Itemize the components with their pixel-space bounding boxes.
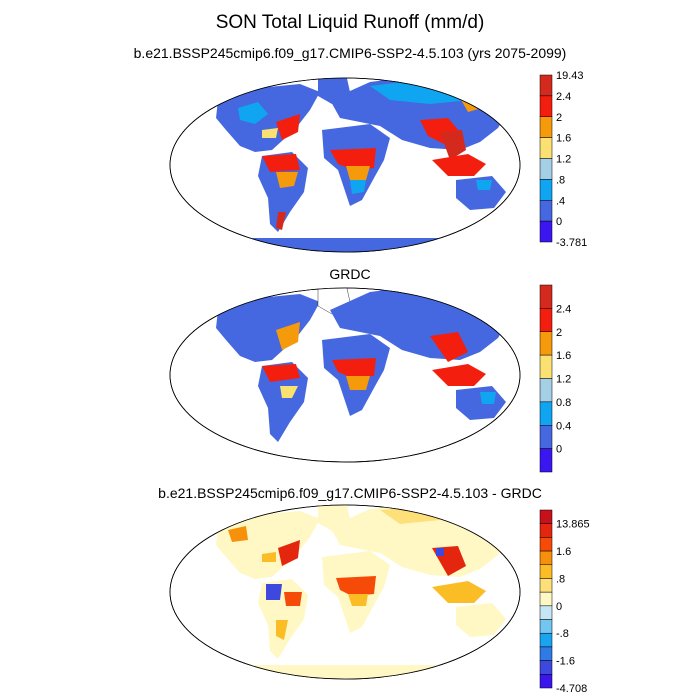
colorbar-swatch bbox=[539, 632, 553, 648]
panel-title-model: b.e21.BSSP245cmip6.f09_g17.CMIP6-SSP2-4.… bbox=[133, 45, 567, 61]
colorbar-obs: 2.4 2 1.6 1.2 0.8 0.4 0 bbox=[539, 284, 571, 473]
colorbar-swatch bbox=[539, 660, 553, 675]
panel-title-diff: b.e21.BSSP245cmip6.f09_g17.CMIP6-SSP2-4.… bbox=[158, 485, 542, 501]
colorbar-swatch bbox=[539, 308, 553, 332]
colorbar-swatch bbox=[539, 284, 553, 309]
colorbar-label: 2 bbox=[556, 112, 562, 124]
map-panel-model bbox=[169, 77, 521, 253]
map-panel-obs bbox=[169, 287, 521, 463]
colorbar-swatch bbox=[539, 220, 553, 243]
colorbar-swatch bbox=[539, 401, 553, 426]
colorbar-label: -3.781 bbox=[556, 237, 587, 249]
colorbar-swatch bbox=[539, 509, 553, 524]
colorbar-model: 19.43 2.4 2 1.6 1.2 .8 .4 0 -3.781 bbox=[539, 70, 587, 249]
colorbar-label: 19.43 bbox=[556, 70, 584, 82]
colorbar-label: 2.4 bbox=[556, 303, 571, 315]
colorbar-swatch bbox=[539, 179, 553, 201]
colorbar-swatch bbox=[539, 591, 553, 607]
colorbar-swatch bbox=[539, 619, 553, 634]
map-panel-diff bbox=[169, 504, 521, 680]
panel-title-obs: GRDC bbox=[329, 266, 371, 282]
colorbar-label: 1.2 bbox=[556, 154, 571, 166]
colorbar-swatch bbox=[539, 116, 553, 138]
colorbar-label: 1.2 bbox=[556, 374, 571, 386]
colorbar-label: 0 bbox=[556, 444, 562, 456]
colorbar-swatch bbox=[539, 674, 553, 689]
colorbar-swatch bbox=[539, 158, 553, 180]
colorbar-swatch bbox=[539, 578, 553, 593]
colorbar-swatch bbox=[539, 605, 553, 620]
colorbar-label: -4.708 bbox=[556, 683, 587, 695]
colorbar-label: 0.4 bbox=[556, 420, 571, 432]
colorbar-label: .8 bbox=[556, 174, 565, 186]
colorbar-label: 1.6 bbox=[556, 546, 571, 558]
colorbar-swatch bbox=[539, 448, 553, 473]
colorbar-swatch bbox=[539, 550, 553, 566]
colorbar-label: 0 bbox=[556, 601, 562, 613]
colorbar-swatch bbox=[539, 74, 553, 97]
colorbar-label: .8 bbox=[556, 573, 565, 585]
colorbar-swatch bbox=[539, 425, 553, 449]
colorbar-label: 1.6 bbox=[556, 350, 571, 362]
colorbar-label: 1.6 bbox=[556, 133, 571, 145]
figure-title: SON Total Liquid Runoff (mm/d) bbox=[215, 12, 485, 33]
colorbar-label: -.8 bbox=[556, 628, 569, 640]
colorbar-label: 0.8 bbox=[556, 397, 571, 409]
colorbar-swatch bbox=[539, 378, 553, 403]
colorbar-swatch bbox=[539, 200, 553, 222]
colorbar-label: 0 bbox=[556, 216, 562, 228]
colorbar-swatch bbox=[539, 331, 553, 356]
colorbar-diff: 13.865 1.6 .8 0 -.8 -1.6 -4.708 bbox=[539, 509, 590, 695]
colorbar-swatch bbox=[539, 354, 553, 379]
colorbar-label: .4 bbox=[556, 195, 565, 207]
colorbar-label: 13.865 bbox=[556, 519, 590, 531]
colorbar-label: -1.6 bbox=[556, 656, 575, 668]
colorbar-label: 2 bbox=[556, 327, 562, 339]
colorbar-swatch bbox=[539, 646, 553, 661]
colorbar-swatch bbox=[539, 523, 553, 538]
colorbar-label: 2.4 bbox=[556, 91, 571, 103]
colorbar-swatch bbox=[539, 564, 553, 579]
colorbar-swatch bbox=[539, 95, 553, 117]
colorbar-swatch bbox=[539, 137, 553, 159]
colorbar-swatch bbox=[539, 537, 553, 552]
